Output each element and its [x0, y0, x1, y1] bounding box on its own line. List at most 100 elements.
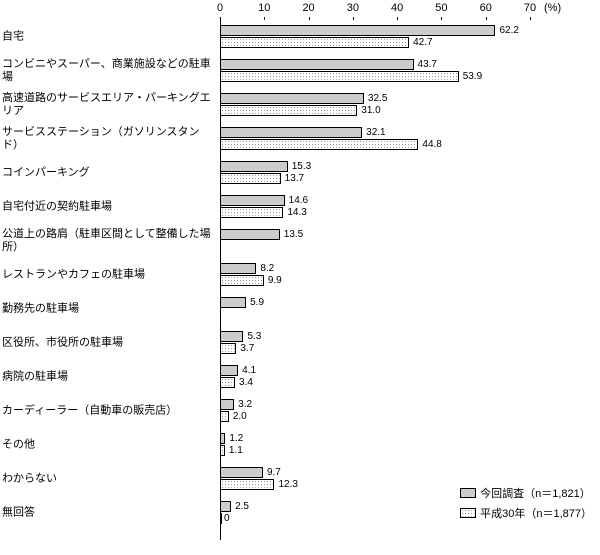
category-label: その他 — [2, 438, 216, 451]
value-label-current: 3.2 — [238, 399, 252, 410]
bar-h30 — [220, 343, 236, 354]
bar-h30 — [220, 513, 222, 524]
value-label-h30: 42.7 — [413, 37, 432, 48]
chart-row: 公道上の路肩（駐車区間として整備した場所） 13.5 — [0, 224, 600, 258]
value-label-h30: 0 — [224, 513, 230, 524]
chart-row: レストランやカフェの駐車場 8.29.9 — [0, 258, 600, 292]
value-label-current: 13.5 — [284, 229, 303, 240]
category-label: 高速道路のサービスエリア・パーキングエリア — [2, 92, 216, 118]
category-label: コンビニやスーパー、商業施設などの駐車場 — [2, 58, 216, 84]
category-label: わからない — [2, 472, 216, 485]
legend: 今回調査（n＝1,821） 平成30年（n＝1,877） — [460, 485, 592, 525]
legend-swatch-b — [460, 508, 476, 518]
bar-current — [220, 297, 246, 308]
category-label: レストランやカフェの駐車場 — [2, 268, 216, 281]
category-label: カーディーラー（自動車の販売店） — [2, 404, 216, 417]
chart-row: 区役所、市役所の駐車場 5.33.7 — [0, 326, 600, 360]
value-label-h30: 13.7 — [285, 173, 304, 184]
bar-current — [220, 331, 243, 342]
pct-unit-label: (%) — [544, 2, 561, 14]
value-label-current: 2.5 — [235, 501, 249, 512]
value-label-current: 1.2 — [229, 433, 243, 444]
bar-h30 — [220, 139, 418, 150]
legend-item-current: 今回調査（n＝1,821） — [460, 485, 592, 501]
legend-label-a: 今回調査（n＝1,821） — [480, 485, 591, 501]
x-tick-label: 30 — [347, 2, 359, 14]
bar-h30 — [220, 37, 409, 48]
bar-h30 — [220, 445, 225, 456]
chart-row: コンビニやスーパー、商業施設などの駐車場 43.7 53.9 — [0, 54, 600, 88]
bar-h30 — [220, 275, 264, 286]
bar-current — [220, 93, 364, 104]
category-label: サービスステーション（ガソリンスタンド） — [2, 126, 216, 152]
bar-current — [220, 501, 231, 512]
bar-current — [220, 59, 414, 70]
bar-h30 — [220, 105, 357, 116]
value-label-h30: 53.9 — [463, 71, 482, 82]
x-tick-label: 50 — [435, 2, 447, 14]
x-tick-label: 60 — [480, 2, 492, 14]
category-label: コインパーキング — [2, 166, 216, 179]
bar-current — [220, 433, 225, 444]
x-tick-label: 70 — [524, 2, 536, 14]
value-label-h30: 14.3 — [287, 207, 306, 218]
chart-row: サービスステーション（ガソリンスタンド） 32.1 44.8 — [0, 122, 600, 156]
chart-row: 勤務先の駐車場 5.9 — [0, 292, 600, 326]
category-label: 自宅 — [2, 30, 216, 43]
value-label-current: 9.7 — [267, 467, 281, 478]
bar-current — [220, 365, 238, 376]
value-label-h30: 3.7 — [240, 343, 254, 354]
chart-row: カーディーラー（自動車の販売店）3.22.0 — [0, 394, 600, 428]
value-label-current: 4.1 — [242, 365, 256, 376]
category-label: 自宅付近の契約駐車場 — [2, 200, 216, 213]
legend-item-h30: 平成30年（n＝1,877） — [460, 505, 592, 521]
value-label-current: 5.3 — [247, 331, 261, 342]
value-label-h30: 12.3 — [278, 479, 297, 490]
category-label: 無回答 — [2, 506, 216, 519]
value-label-current: 32.1 — [366, 127, 385, 138]
value-label-current: 8.2 — [260, 263, 274, 274]
bar-current — [220, 467, 263, 478]
bar-current — [220, 399, 234, 410]
bar-h30 — [220, 207, 283, 218]
category-label: 病院の駐車場 — [2, 370, 216, 383]
bar-h30 — [220, 173, 281, 184]
x-tick-label: 10 — [258, 2, 270, 14]
x-tick-label: 0 — [217, 2, 223, 14]
value-label-current: 5.9 — [250, 297, 264, 308]
category-label: 公道上の路肩（駐車区間として整備した場所） — [2, 228, 216, 254]
bar-h30 — [220, 377, 235, 388]
value-label-current: 15.3 — [292, 161, 311, 172]
category-label: 勤務先の駐車場 — [2, 302, 216, 315]
bar-h30 — [220, 411, 229, 422]
chart-row: その他 1.21.1 — [0, 428, 600, 462]
chart-row: コインパーキング 15.313.7 — [0, 156, 600, 190]
value-label-h30: 44.8 — [422, 139, 441, 150]
legend-label-b: 平成30年（n＝1,877） — [480, 505, 592, 521]
bar-current — [220, 229, 280, 240]
bar-current — [220, 127, 362, 138]
x-tick-label: 40 — [391, 2, 403, 14]
chart-row: 自宅付近の契約駐車場 14.614.3 — [0, 190, 600, 224]
bar-current — [220, 195, 285, 206]
chart-row: 病院の駐車場 4.13.4 — [0, 360, 600, 394]
value-label-current: 14.6 — [289, 195, 308, 206]
value-label-h30: 1.1 — [229, 445, 243, 456]
bar-current — [220, 25, 495, 36]
x-tick-label: 20 — [302, 2, 314, 14]
bar-h30 — [220, 479, 274, 490]
grouped-horizontal-bar-chart: 0 10 20 30 40 50 60 70 (%) 自宅 62.2 42.7 コンビニやスーパー、商… — [0, 0, 600, 555]
bar-current — [220, 161, 288, 172]
value-label-h30: 9.9 — [268, 275, 282, 286]
category-label: 区役所、市役所の駐車場 — [2, 336, 216, 349]
chart-row: 高速道路のサービスエリア・パーキングエリア 32.531.0 — [0, 88, 600, 122]
x-axis: 010203040506070(%) — [220, 0, 550, 20]
bar-current — [220, 263, 256, 274]
legend-swatch-a — [460, 488, 476, 498]
value-label-current: 43.7 — [418, 59, 437, 70]
bar-h30 — [220, 71, 459, 82]
value-label-h30: 31.0 — [361, 105, 380, 116]
value-label-current: 32.5 — [368, 93, 387, 104]
value-label-h30: 3.4 — [239, 377, 253, 388]
value-label-current: 62.2 — [499, 25, 518, 36]
